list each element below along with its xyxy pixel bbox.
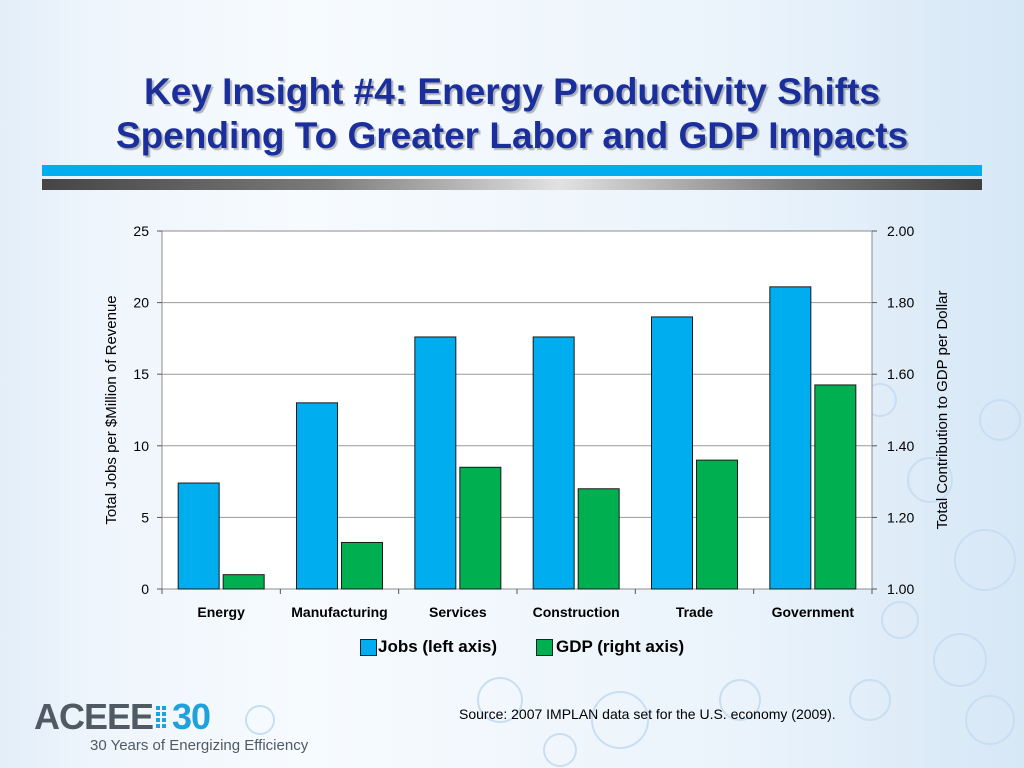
bubble-decoration <box>543 733 577 767</box>
left-tick-label: 0 <box>141 581 149 597</box>
bar-gdp-manufacturing <box>341 541 383 590</box>
plot-area <box>161 230 873 590</box>
bubble-decoration <box>245 705 275 735</box>
legend-swatch-jobs <box>360 639 377 656</box>
legend-swatch-gdp <box>536 639 553 656</box>
bubble-decoration <box>881 601 919 639</box>
bubble-decoration <box>979 399 1021 441</box>
left-tick-label: 15 <box>133 366 149 382</box>
category-label: Trade <box>676 604 714 620</box>
right-tick-label: 1.80 <box>887 295 914 311</box>
right-tick-label: 2.00 <box>887 223 914 239</box>
logo-dots-icon <box>156 706 166 728</box>
legend-label-jobs: Jobs (left axis) <box>378 637 498 656</box>
bar-jobs-services <box>414 336 457 590</box>
right-tick-label: 1.60 <box>887 366 914 382</box>
left-axis-title: Total Jobs per $Million of Revenue <box>103 295 120 524</box>
bubble-decoration <box>719 679 761 721</box>
right-tick-label: 1.20 <box>887 509 914 525</box>
category-label: Government <box>772 604 855 620</box>
right-tick-label: 1.00 <box>887 581 914 597</box>
bar-gdp-energy <box>222 574 265 590</box>
left-tick-label: 5 <box>141 509 149 525</box>
slide-title-line-1: Key Insight #4: Energy Productivity Shif… <box>143 71 881 112</box>
bar-gdp-construction <box>577 488 620 590</box>
left-tick-label: 20 <box>133 295 149 311</box>
left-tick-label: 10 <box>133 438 149 454</box>
aceee-logo-tagline: 30 Years of Energizing Efficiency <box>90 737 309 754</box>
bar-gdp-government <box>814 384 857 590</box>
bar-gdp-services <box>459 466 502 590</box>
title-underline-cyan <box>42 165 982 176</box>
title-underline-dark <box>42 179 982 190</box>
left-tick-label: 25 <box>133 223 149 239</box>
bubble-decoration <box>933 633 987 687</box>
slide-title-line-2: Spending To Greater Labor and GDP Impact… <box>115 115 909 156</box>
bar-jobs-energy <box>177 482 220 590</box>
aceee-logo-number: 30 <box>172 696 211 737</box>
category-label: Construction <box>533 604 620 620</box>
bubble-decoration <box>965 695 1015 745</box>
legend-label-gdp: GDP (right axis) <box>556 637 685 656</box>
category-label: Services <box>429 604 487 620</box>
aceee-logo-text: ACEEE <box>34 696 154 737</box>
bar-gdp-trade <box>696 459 738 590</box>
category-label: Energy <box>197 604 245 620</box>
bubble-decoration <box>954 529 1016 591</box>
bar-jobs-government <box>769 286 812 590</box>
category-label: Manufacturing <box>291 604 387 620</box>
bubble-decoration <box>591 691 649 749</box>
bubble-decoration <box>477 677 523 723</box>
source-note: Source: 2007 IMPLAN data set for the U.S… <box>459 706 836 722</box>
right-tick-label: 1.40 <box>887 438 914 454</box>
bar-jobs-trade <box>651 316 693 590</box>
bar-jobs-manufacturing <box>296 402 338 590</box>
bar-jobs-construction <box>532 336 575 590</box>
right-axis-title: Total Contribution to GDP per Dollar <box>934 290 951 529</box>
bubble-decoration <box>849 679 891 721</box>
bubble-decoration <box>907 457 953 503</box>
